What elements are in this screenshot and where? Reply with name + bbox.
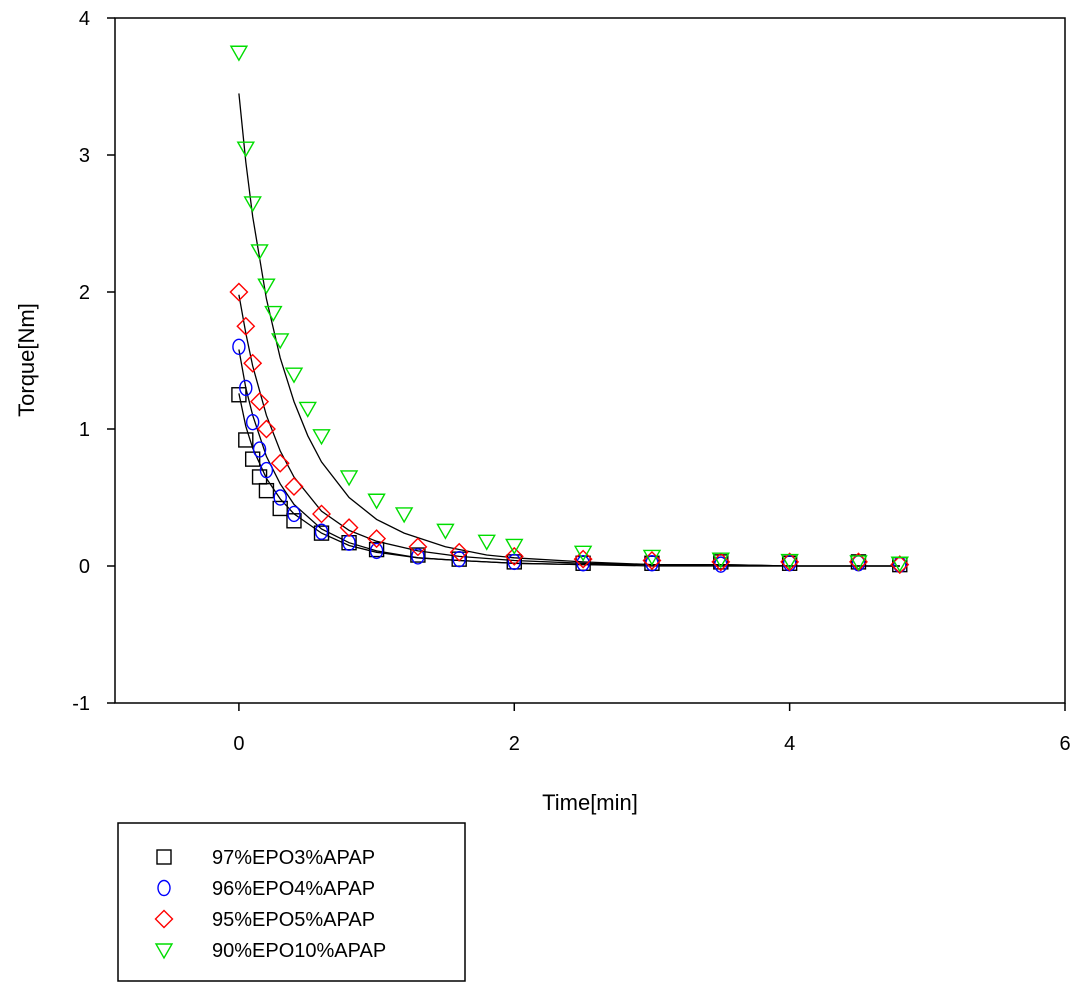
- y-tick-label-0: -1: [72, 693, 90, 715]
- series-0-point: [272, 500, 288, 517]
- data-markers: [229, 45, 910, 575]
- x-tick-label-1: 2: [509, 733, 520, 755]
- series-3-point: [264, 305, 283, 322]
- series-3-point: [573, 545, 593, 562]
- series-2-point: [711, 552, 731, 572]
- legend-label-0: 97%EPO3%APAP: [212, 847, 375, 869]
- series-3-point: [367, 493, 386, 510]
- legend-box: [117, 822, 466, 982]
- series-2-point: [284, 477, 304, 497]
- series-3-point: [312, 429, 331, 446]
- series-3-point: [780, 553, 799, 570]
- series-3-point: [477, 534, 496, 551]
- series-0-point: [713, 554, 729, 570]
- series-2-point: [573, 549, 593, 569]
- series-3-point: [271, 333, 290, 350]
- series-1-point: [252, 441, 267, 458]
- series-0-point: [258, 482, 275, 499]
- series-3-point: [257, 278, 276, 295]
- series-1-point: [314, 523, 329, 540]
- legend-label-1: 96%EPO4%APAP: [212, 878, 375, 900]
- series-0-point: [244, 451, 261, 467]
- series-3-point: [394, 507, 414, 524]
- series-2-point: [408, 537, 428, 557]
- x-tick-label-2: 4: [784, 733, 795, 755]
- legend-marker-2: [154, 909, 174, 929]
- y-tick-label-5: 4: [79, 8, 90, 30]
- x-tick-label-3: 6: [1059, 733, 1070, 755]
- series-3-point: [642, 549, 662, 566]
- series-3-point: [505, 538, 524, 555]
- series-2-point: [250, 392, 270, 412]
- legend-marker-1: [157, 879, 171, 897]
- series-2-point: [642, 551, 662, 571]
- y-tick-label-3: 2: [79, 282, 90, 304]
- series-1-point: [287, 505, 301, 523]
- series-0-point: [238, 432, 254, 448]
- series-1-point: [369, 542, 384, 560]
- series-1-point: [239, 379, 253, 397]
- series-3-point: [243, 196, 262, 213]
- series-3-point: [284, 367, 304, 384]
- series-3-point: [890, 556, 909, 573]
- plot-frame: [114, 17, 1066, 704]
- legend-marker-0: [156, 849, 172, 865]
- series-1-point: [411, 548, 425, 565]
- series-3-point: [849, 555, 868, 572]
- series-2-point: [236, 316, 256, 336]
- y-tick-label-2: 1: [79, 419, 90, 441]
- y-tick-label-1: 0: [79, 556, 90, 578]
- x-tick-label-0: 0: [233, 733, 244, 755]
- series-2-point: [449, 542, 469, 562]
- series-3-point: [250, 244, 269, 261]
- series-2-point: [243, 353, 263, 373]
- series-3-point: [711, 552, 731, 569]
- legend-label-3: 90%EPO10%APAP: [212, 940, 386, 962]
- series-3-point: [229, 45, 249, 62]
- series-2-point: [339, 518, 359, 538]
- series-0-point: [368, 541, 385, 558]
- y-axis-ticks: -1 0 1 2 3 4: [72, 8, 115, 715]
- y-tick-label-4: 3: [79, 145, 90, 167]
- y-axis-title: Torque[Nm]: [14, 303, 39, 417]
- series-1-point: [245, 413, 260, 431]
- fit-curves: [238, 93, 900, 567]
- series-2-point: [367, 529, 387, 549]
- legend-label-2: 95%EPO5%APAP: [212, 909, 375, 931]
- series-2-point: [270, 453, 290, 473]
- series-0-point: [410, 547, 426, 563]
- series-1-point: [452, 550, 466, 568]
- series-0-point: [286, 513, 302, 529]
- fit-curve-1: [238, 349, 900, 567]
- series-3: [229, 45, 909, 573]
- series-1-point: [259, 461, 274, 479]
- legend: 97%EPO3%APAP 96%EPO4%APAP 95%EPO5%APAP 90%E…: [117, 822, 466, 982]
- series-3-point: [298, 401, 317, 418]
- series-3-point: [436, 523, 455, 540]
- series-2-point: [256, 419, 276, 439]
- series-3-point: [236, 141, 256, 158]
- series-0-point: [313, 525, 330, 541]
- series-1-point: [576, 555, 590, 572]
- x-axis-ticks: 0 2 4 6: [233, 703, 1071, 755]
- series-2-point: [504, 546, 524, 566]
- fit-curve-3: [238, 93, 900, 567]
- series-1-point: [273, 489, 287, 506]
- series-3-point: [339, 470, 359, 487]
- legend-marker-3: [154, 943, 174, 960]
- series-2-point: [312, 504, 332, 524]
- x-axis-title: Time[min]: [542, 790, 638, 815]
- series-2-point: [229, 282, 249, 302]
- series-1-point: [232, 338, 246, 355]
